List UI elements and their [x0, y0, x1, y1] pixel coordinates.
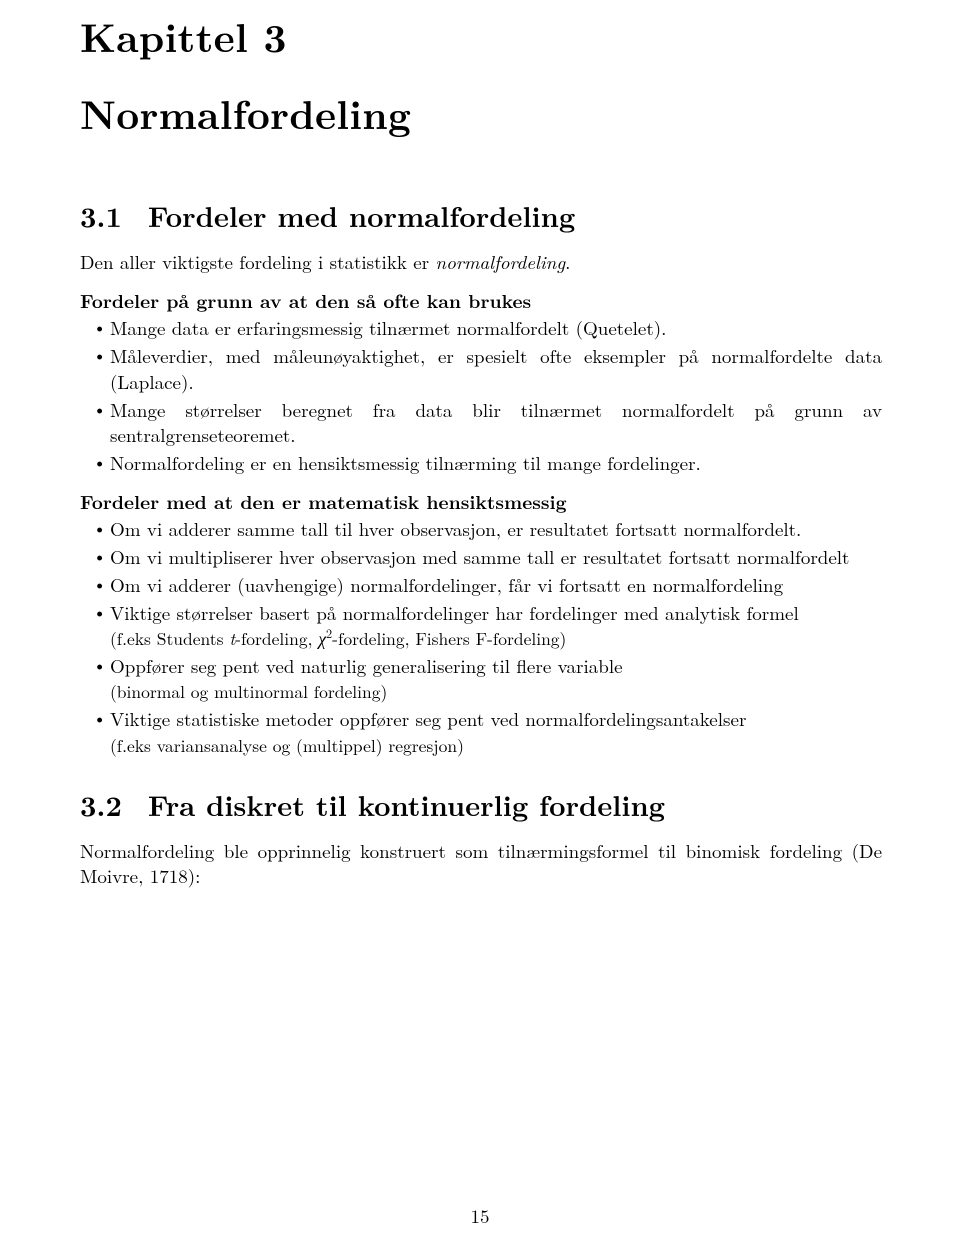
section-title-text: Fra diskret til kontinuerlig fordeling — [148, 785, 665, 825]
item-text: Viktige størrelser basert på normalforde… — [110, 599, 799, 626]
note-part: -fordeling, Fishers F-fordeling) — [332, 626, 566, 651]
chapter-title: Normalfordeling — [80, 87, 882, 140]
list-item: Om vi adderer (uavhengige) normalfordeli… — [110, 572, 882, 597]
item-note: (binormal og multinormal fordeling) — [110, 679, 387, 704]
section-3-2-para: Normalfordeling ble opprinnelig konstrue… — [80, 838, 882, 888]
intro-prefix: Den aller viktigste fordeling i statisti… — [80, 248, 435, 275]
note-part: (f.eks Students — [110, 626, 229, 651]
item-text: Viktige statistiske metoder oppfører seg… — [110, 705, 746, 732]
list-item: Om vi adderer samme tall til hver observ… — [110, 516, 882, 541]
note-chi: χ — [318, 626, 326, 651]
usage-advantages-heading: Fordeler på grunn av at den så ofte kan … — [80, 288, 882, 313]
list-item: Oppfører seg pent ved naturlig generalis… — [110, 653, 882, 703]
usage-advantages-list: Mange data er erfaringsmessig tilnærmet … — [80, 315, 882, 474]
intro-suffix: . — [565, 248, 570, 275]
math-advantages-heading: Fordeler med at den er matematisk hensik… — [80, 489, 882, 514]
section-number: 3.1 — [80, 196, 122, 236]
section-3-1-intro: Den aller viktigste fordeling i statisti… — [80, 249, 882, 274]
section-3-2-heading: 3.2 Fra diskret til kontinuerlig fordelin… — [80, 787, 882, 825]
list-item: Om vi multipliserer hver observasjon med… — [110, 544, 882, 569]
page-number: 15 — [0, 1203, 960, 1228]
list-item: Viktige statistiske metoder oppfører seg… — [110, 706, 882, 756]
note-part: -fordeling, — [235, 626, 318, 651]
item-note: (f.eks Students t-fordeling, χ2-fordelin… — [110, 626, 566, 651]
item-note: (f.eks variansanalyse og (multippel) reg… — [110, 733, 464, 758]
section-title-text: Fordeler med normalfordeling — [148, 196, 575, 236]
list-item: Mange data er erfaringsmessig tilnærmet … — [110, 315, 882, 340]
list-item: Normalfordeling er en hensiktsmessig til… — [110, 450, 882, 475]
intro-emph: normalfordeling — [435, 248, 565, 275]
section-3-1-heading: 3.1 Fordeler med normalfordeling — [80, 198, 882, 236]
list-item: Måleverdier, med måleunøyaktighet, er sp… — [110, 343, 882, 393]
chapter-label: Kapittel 3 — [80, 10, 882, 63]
list-item: Mange størrelser beregnet fra data blir … — [110, 397, 882, 447]
item-text: Oppfører seg pent ved naturlig generalis… — [110, 652, 623, 679]
math-advantages-list: Om vi adderer samme tall til hver observ… — [80, 516, 882, 757]
section-number: 3.2 — [80, 785, 122, 825]
list-item: Viktige størrelser basert på normalforde… — [110, 600, 882, 650]
